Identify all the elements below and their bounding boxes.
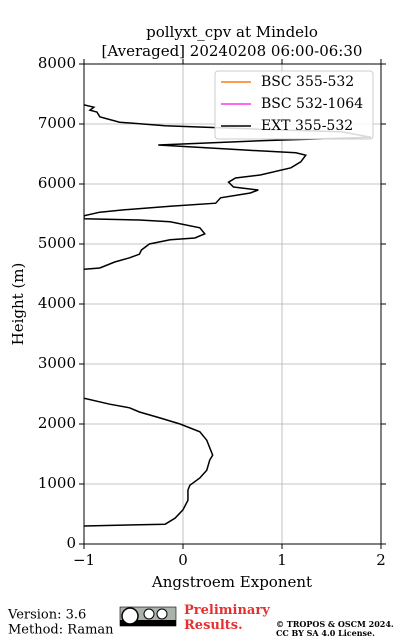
legend: BSC 355-532 BSC 532-1064 EXT 355-532	[214, 70, 374, 140]
y-tick-label: 4000	[38, 294, 76, 312]
y-tick-label: 3000	[38, 354, 76, 372]
cc-logo	[119, 606, 177, 627]
preliminary-line: Preliminary Results.	[184, 603, 270, 633]
legend-label: BSC 532-1064	[261, 96, 363, 112]
y-tick-label: 8000	[38, 54, 76, 72]
legend-label: BSC 355-532	[261, 74, 354, 90]
method: Method: Raman	[8, 623, 114, 638]
license: CC BY SA 4.0 License.	[276, 628, 375, 638]
x-tick-label: 0	[178, 551, 188, 569]
y-tick-label: 1000	[38, 474, 76, 492]
profile-line	[84, 104, 372, 527]
y-tick-label: 7000	[38, 114, 76, 132]
x-axis-label: Angstroem Exponent	[151, 573, 312, 591]
y-tick-label: 6000	[38, 174, 76, 192]
y-tick-label: 2000	[38, 414, 76, 432]
y-tick-label: 5000	[38, 234, 76, 252]
copyright: © TROPOS & OSCM 2024.	[276, 619, 394, 629]
x-tick-label: 1	[277, 551, 287, 569]
version: Version: 3.6	[7, 608, 86, 623]
x-tick-label: 2	[376, 551, 386, 569]
legend-label: EXT 355-532	[261, 118, 353, 134]
y-axis-label: Height (m)	[9, 263, 27, 346]
y-tick-label: 0	[66, 534, 76, 552]
chart-title: pollyxt_cpv at Mindelo	[146, 23, 318, 41]
chart-subtitle: [Averaged] 20240208 06:00-06:30	[102, 42, 363, 60]
legend-box	[214, 70, 374, 140]
x-tick-label: −1	[73, 551, 95, 569]
